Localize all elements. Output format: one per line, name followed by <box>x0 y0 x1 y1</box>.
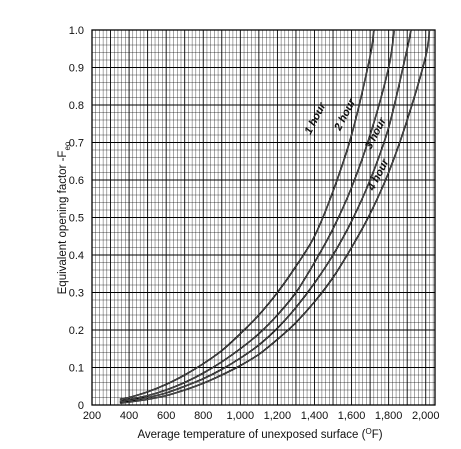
series-3-line <box>119 29 412 403</box>
x-tick-label: 400 <box>120 410 138 422</box>
y-tick-label: 0.3 <box>69 288 84 300</box>
y-tick-label: 0.1 <box>69 363 84 375</box>
series-group <box>119 29 431 404</box>
y-tick-label: 1.0 <box>69 25 84 37</box>
y-tick-labels: 0 0.1 0.2 0.3 0.4 0.5 0.6 0.7 0.8 0.9 1.0 <box>69 25 84 412</box>
x-axis-title: Average temperature of unexposed surface… <box>137 427 382 441</box>
x-tick-label: 1,800 <box>375 410 403 422</box>
x-tick-label: 200 <box>83 410 101 422</box>
x-tick-label: 600 <box>157 410 175 422</box>
curve-label-2: 2 hour <box>332 97 359 134</box>
series-2-highlight <box>119 29 395 402</box>
y-tick-label: 0.8 <box>69 100 84 112</box>
y-tick-label: 0.6 <box>69 175 84 187</box>
y-tick-label: 0.7 <box>69 138 84 150</box>
y-tick-label: 0.2 <box>69 325 84 337</box>
x-tick-label: 1,000 <box>227 410 255 422</box>
x-tick-label: 1,200 <box>264 410 292 422</box>
series-3-highlight <box>119 29 412 403</box>
y-axis-title: Equivalent opening factor -Feo <box>57 141 72 294</box>
plot-frame <box>91 29 436 406</box>
x-tick-labels: 200 400 600 800 1,000 1,200 1,400 1,600 1,800 2,0… <box>83 410 440 422</box>
y-tick-label: 0.9 <box>69 63 84 75</box>
x-tick-label: 1,400 <box>301 410 329 422</box>
y-tick-label: 0 <box>78 400 84 412</box>
x-tick-label: 2,000 <box>412 410 440 422</box>
series-4-highlight <box>119 29 430 404</box>
series-1-highlight <box>119 29 375 400</box>
x-tick-label: 800 <box>194 410 212 422</box>
curve-label-1: 1 hour <box>303 100 329 136</box>
curve-label-3: 3 hour <box>363 115 389 151</box>
x-tick-label: 1,600 <box>338 410 366 422</box>
y-tick-label: 0.4 <box>69 250 84 262</box>
y-tick-label: 0.5 <box>69 213 84 225</box>
